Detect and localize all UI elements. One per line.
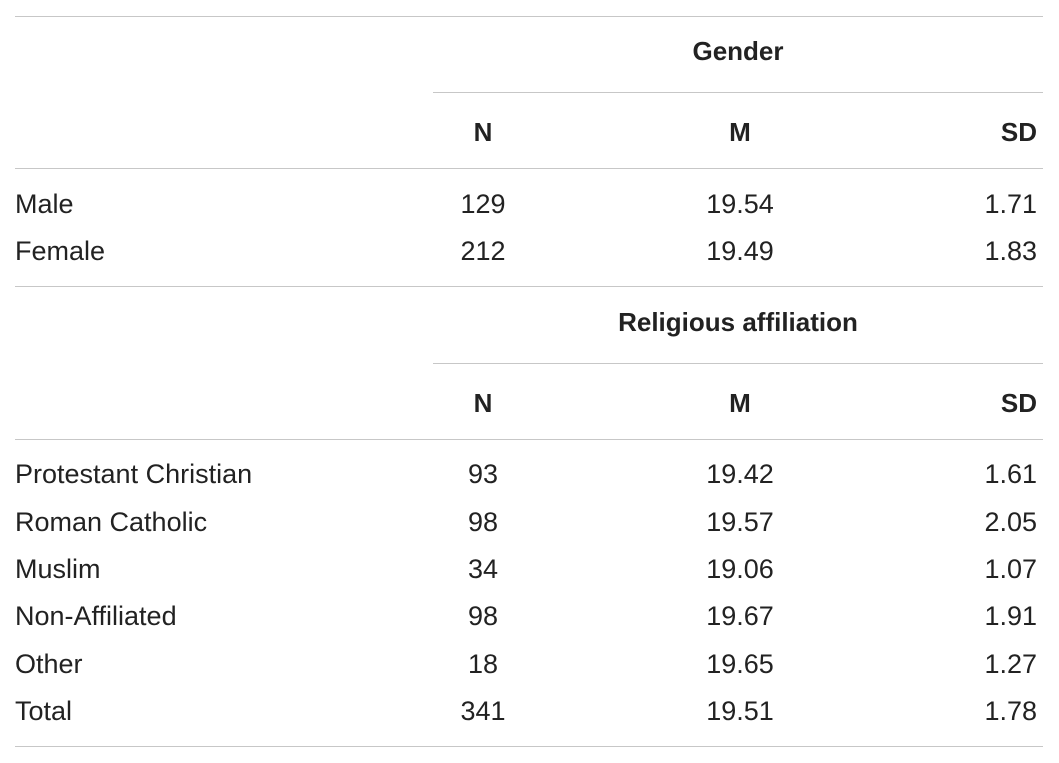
row-label: Total [15,696,73,726]
row-label: Male [15,189,74,219]
column-header-sd: SD [1000,388,1037,418]
column-header-m: M [729,117,751,147]
cell-m: 19.65 [706,649,774,679]
cell-sd: 1.83 [984,236,1037,266]
row-label: Other [15,649,83,679]
section-title-religious-affiliation: Religious affiliation [618,307,858,337]
cell-m: 19.51 [706,696,774,726]
column-header-sd: SD [1000,117,1037,147]
table-top-rule [15,16,1043,17]
cell-m: 19.54 [706,189,774,219]
header-rule [15,168,1043,169]
cell-n: 129 [460,189,506,219]
cell-sd: 2.05 [984,507,1037,537]
cell-m: 19.67 [706,601,774,631]
row-label: Female [15,236,106,266]
cell-n: 341 [460,696,506,726]
cell-n: 212 [460,236,506,266]
cell-sd: 1.27 [984,649,1037,679]
section-divider-rule [15,286,1043,287]
cell-n: 93 [467,459,499,489]
column-header-n: N [473,388,493,418]
cell-n: 18 [467,649,499,679]
row-label: Non-Affiliated [15,601,177,631]
row-label: Muslim [15,554,101,584]
cell-sd: 1.61 [984,459,1037,489]
cell-m: 19.57 [706,507,774,537]
cell-n: 34 [467,554,499,584]
section-title-rule [433,363,1043,364]
cell-sd: 1.78 [984,696,1037,726]
cell-sd: 1.07 [984,554,1037,584]
cell-m: 19.06 [706,554,774,584]
cell-sd: 1.91 [984,601,1037,631]
cell-sd: 1.71 [984,189,1037,219]
cell-m: 19.42 [706,459,774,489]
table-bottom-rule [15,746,1043,747]
column-header-n: N [473,117,493,147]
section-title-gender: Gender [692,36,784,66]
cell-m: 19.49 [706,236,774,266]
row-label: Roman Catholic [15,507,208,537]
section-title-rule [433,92,1043,93]
column-header-m: M [729,388,751,418]
row-label: Protestant Christian [15,459,253,489]
cell-n: 98 [467,601,499,631]
header-rule [15,439,1043,440]
cell-n: 98 [467,507,499,537]
